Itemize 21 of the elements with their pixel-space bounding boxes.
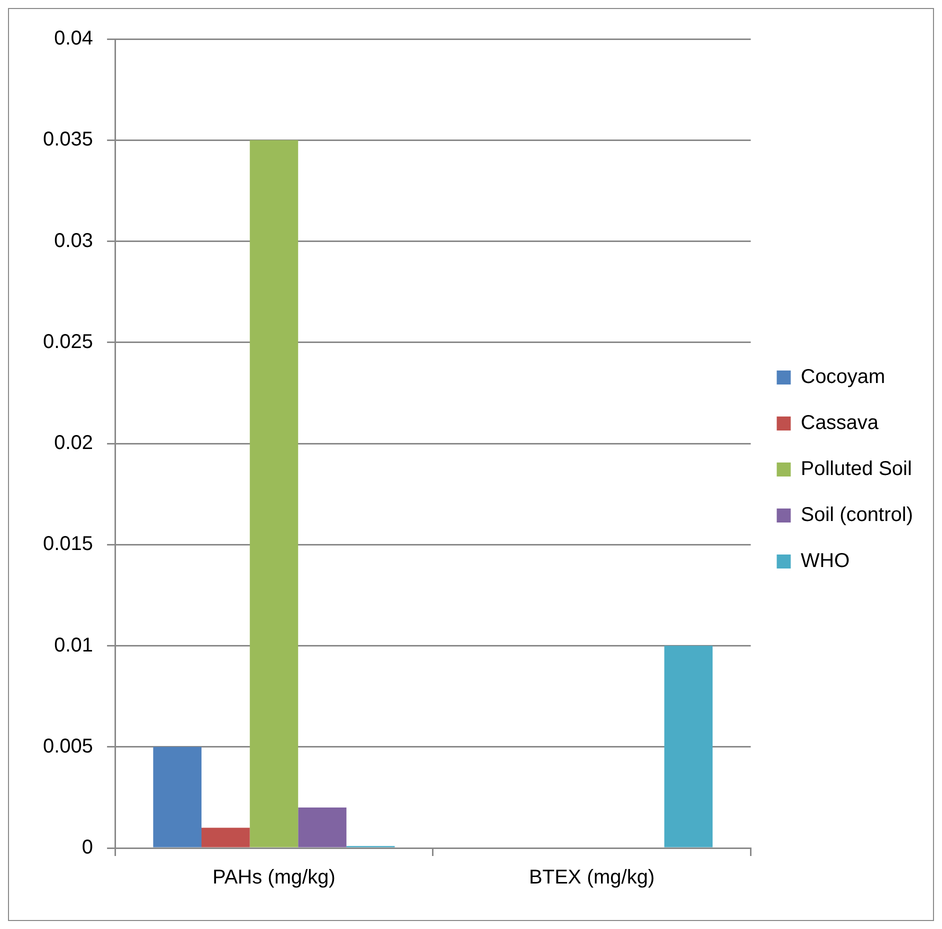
bar (664, 646, 713, 848)
bar (153, 746, 202, 848)
y-tick-label: 0.025 (42, 330, 94, 353)
y-tick-label: 0.035 (42, 128, 94, 151)
x-tick-label: PAHs (mg/kg) (212, 866, 336, 889)
y-tick-label: 0.005 (42, 735, 94, 758)
legend-label: Cassava (800, 412, 880, 434)
legend-label: Soil (control) (800, 504, 914, 526)
y-tick-label: 0.03 (54, 230, 94, 252)
y-tick-label: 0.015 (42, 533, 94, 556)
x-tick-label: BTEX (mg/kg) (529, 866, 655, 889)
y-tick-label: 0 (82, 836, 94, 859)
y-tick-label: 0.04 (54, 28, 94, 50)
legend-label: Polluted Soil (800, 458, 912, 480)
bar (202, 828, 250, 848)
bar (250, 140, 298, 848)
y-tick-label: 0.02 (54, 432, 94, 454)
legend-label: Cocoyam (800, 366, 886, 388)
bar (298, 808, 346, 848)
y-tick-label: 0.01 (54, 634, 94, 656)
legend-label: WHO (800, 550, 850, 572)
